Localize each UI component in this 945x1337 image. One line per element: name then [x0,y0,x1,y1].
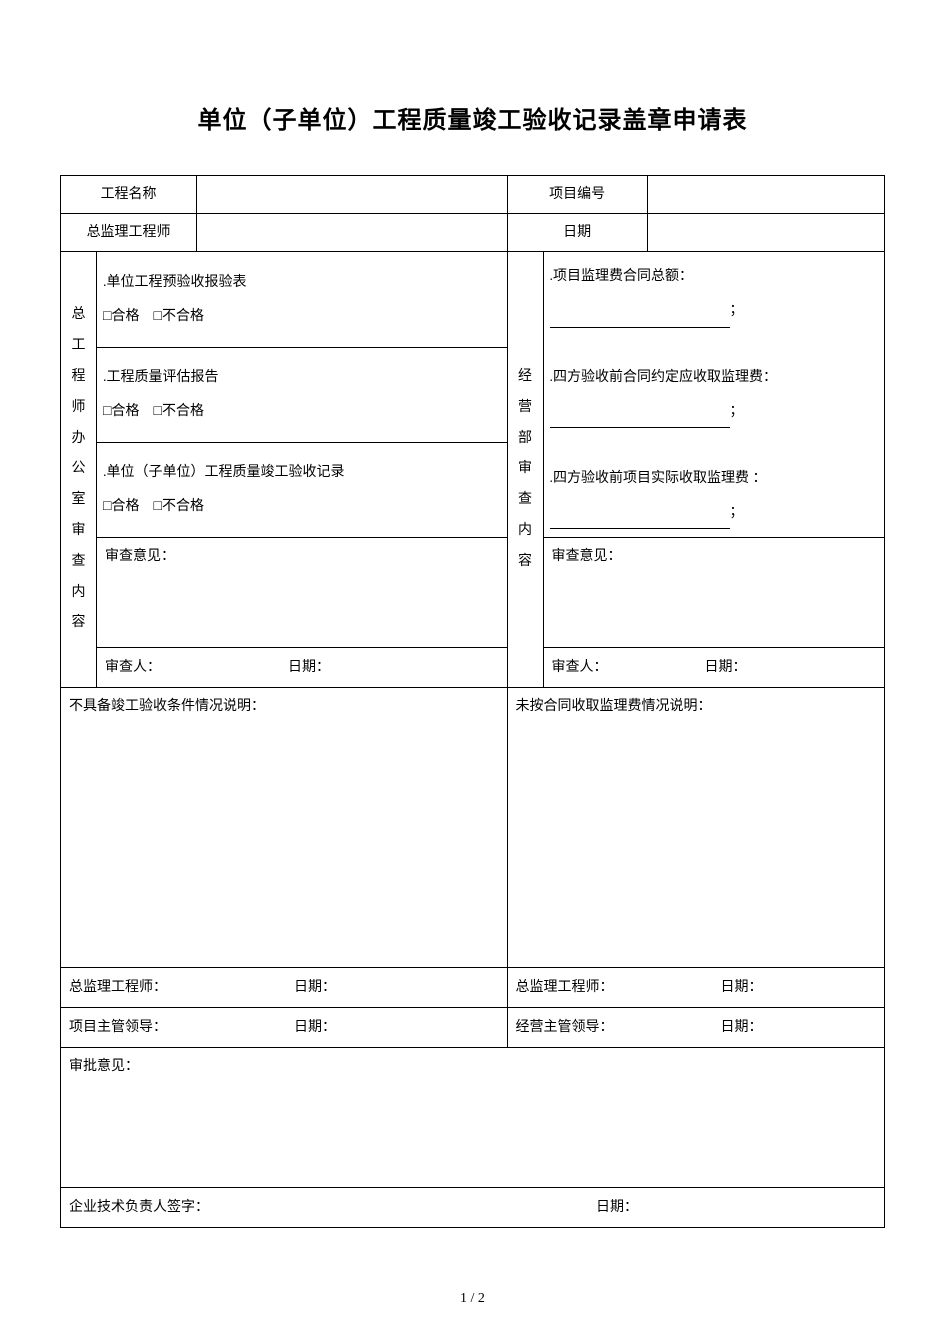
right-opinion-cell[interactable]: 审查意见： [543,538,884,648]
left-item2-title: .工程质量评估报告 [103,370,219,385]
explain-right-title: 未按合同收取监理费情况说明： [516,699,712,714]
explain-right-cell[interactable]: 未按合同收取监理费情况说明： [507,688,884,968]
project-name-value[interactable] [197,176,507,214]
project-name-label: 工程名称 [61,176,197,214]
explain-left-sig1-date: 日期： [294,980,336,995]
right-items: .项目监理费合同总额： ； .四方验收前合同约定应收取监理费： ； .四方验收前… [543,252,884,538]
right-reviewer-row: 审查人： 日期： [543,648,884,688]
header-date-value[interactable] [647,214,884,252]
approval-sign-label: 企业技术负责人签字： [69,1200,209,1215]
form-table: 工程名称 项目编号 总监理工程师 日期 总 工 程 师 办 公 室 审 查 内 … [60,175,885,1228]
explain-left-sig2-date: 日期： [294,1020,336,1035]
explain-right-sig1-label: 总监理工程师： [516,980,614,995]
right-reviewer-date: 日期： [705,660,747,675]
left-item1-title: .单位工程预验收报验表 [103,275,247,290]
right-item3: .四方验收前项目实际收取监理费 ： [550,471,767,486]
explain-left-cell[interactable]: 不具备竣工验收条件情况说明： [61,688,508,968]
left-opinion-cell[interactable]: 审查意见： [97,538,507,648]
header-date-label: 日期 [507,214,647,252]
left-item1-options[interactable]: □合格 □不合格 [103,309,204,324]
right-item2: .四方验收前合同约定应收取监理费： [550,370,778,385]
right-vlabel: 经 营 部 审 查 内 容 [507,252,543,688]
page-number: 1 / 2 [0,1291,945,1307]
left-reviewer-row: 审查人： 日期： [97,648,507,688]
project-no-value[interactable] [647,176,884,214]
chief-engineer-label: 总监理工程师 [61,214,197,252]
explain-left-title: 不具备竣工验收条件情况说明： [69,699,265,714]
left-item3: .单位（子单位）工程质量竣工验收记录 □合格 □不合格 [97,442,507,537]
explain-right-sig1: 总监理工程师： 日期： [507,968,884,1008]
explain-right-sig2-label: 经营主管领导： [516,1020,614,1035]
chief-engineer-value[interactable] [197,214,507,252]
explain-left-sig1: 总监理工程师： 日期： [61,968,508,1008]
left-item2: .工程质量评估报告 □合格 □不合格 [97,347,507,442]
explain-right-sig2: 经营主管领导： 日期： [507,1008,884,1048]
left-reviewer-date: 日期： [288,660,330,675]
approval-cell[interactable]: 审批意见： [61,1048,885,1188]
right-opinion-label: 审查意见： [552,549,622,564]
left-reviewer-label: 审查人： [105,660,161,675]
semicolon2: ； [730,404,744,419]
approval-sig-row: 企业技术负责人签字： 日期： [61,1188,885,1228]
right-reviewer-label: 审查人： [552,660,608,675]
semicolon1: ； [730,303,744,318]
left-item2-options[interactable]: □合格 □不合格 [103,404,204,419]
approval-title: 审批意见： [69,1059,139,1074]
semicolon3: ； [730,505,744,520]
left-item3-title: .单位（子单位）工程质量竣工验收记录 [103,465,345,480]
left-item1: .单位工程预验收报验表 □合格 □不合格 [97,252,507,347]
project-no-label: 项目编号 [507,176,647,214]
left-opinion-label: 审查意见： [105,549,175,564]
right-item1-field[interactable] [550,311,730,328]
right-item2-field[interactable] [550,412,730,429]
explain-right-sig1-date: 日期： [721,980,763,995]
left-vlabel: 总 工 程 师 办 公 室 审 查 内 容 [61,252,97,688]
right-item3-field[interactable] [550,512,730,529]
explain-left-sig2: 项目主管领导： 日期： [61,1008,508,1048]
right-item1: .项目监理费合同总额： [550,269,694,284]
form-title: 单位（子单位）工程质量竣工验收记录盖章申请表 [60,100,885,135]
approval-date-label: 日期： [596,1200,638,1215]
explain-left-sig1-label: 总监理工程师： [69,980,167,995]
explain-left-sig2-label: 项目主管领导： [69,1020,167,1035]
left-item3-options[interactable]: □合格 □不合格 [103,499,204,514]
explain-right-sig2-date: 日期： [721,1020,763,1035]
